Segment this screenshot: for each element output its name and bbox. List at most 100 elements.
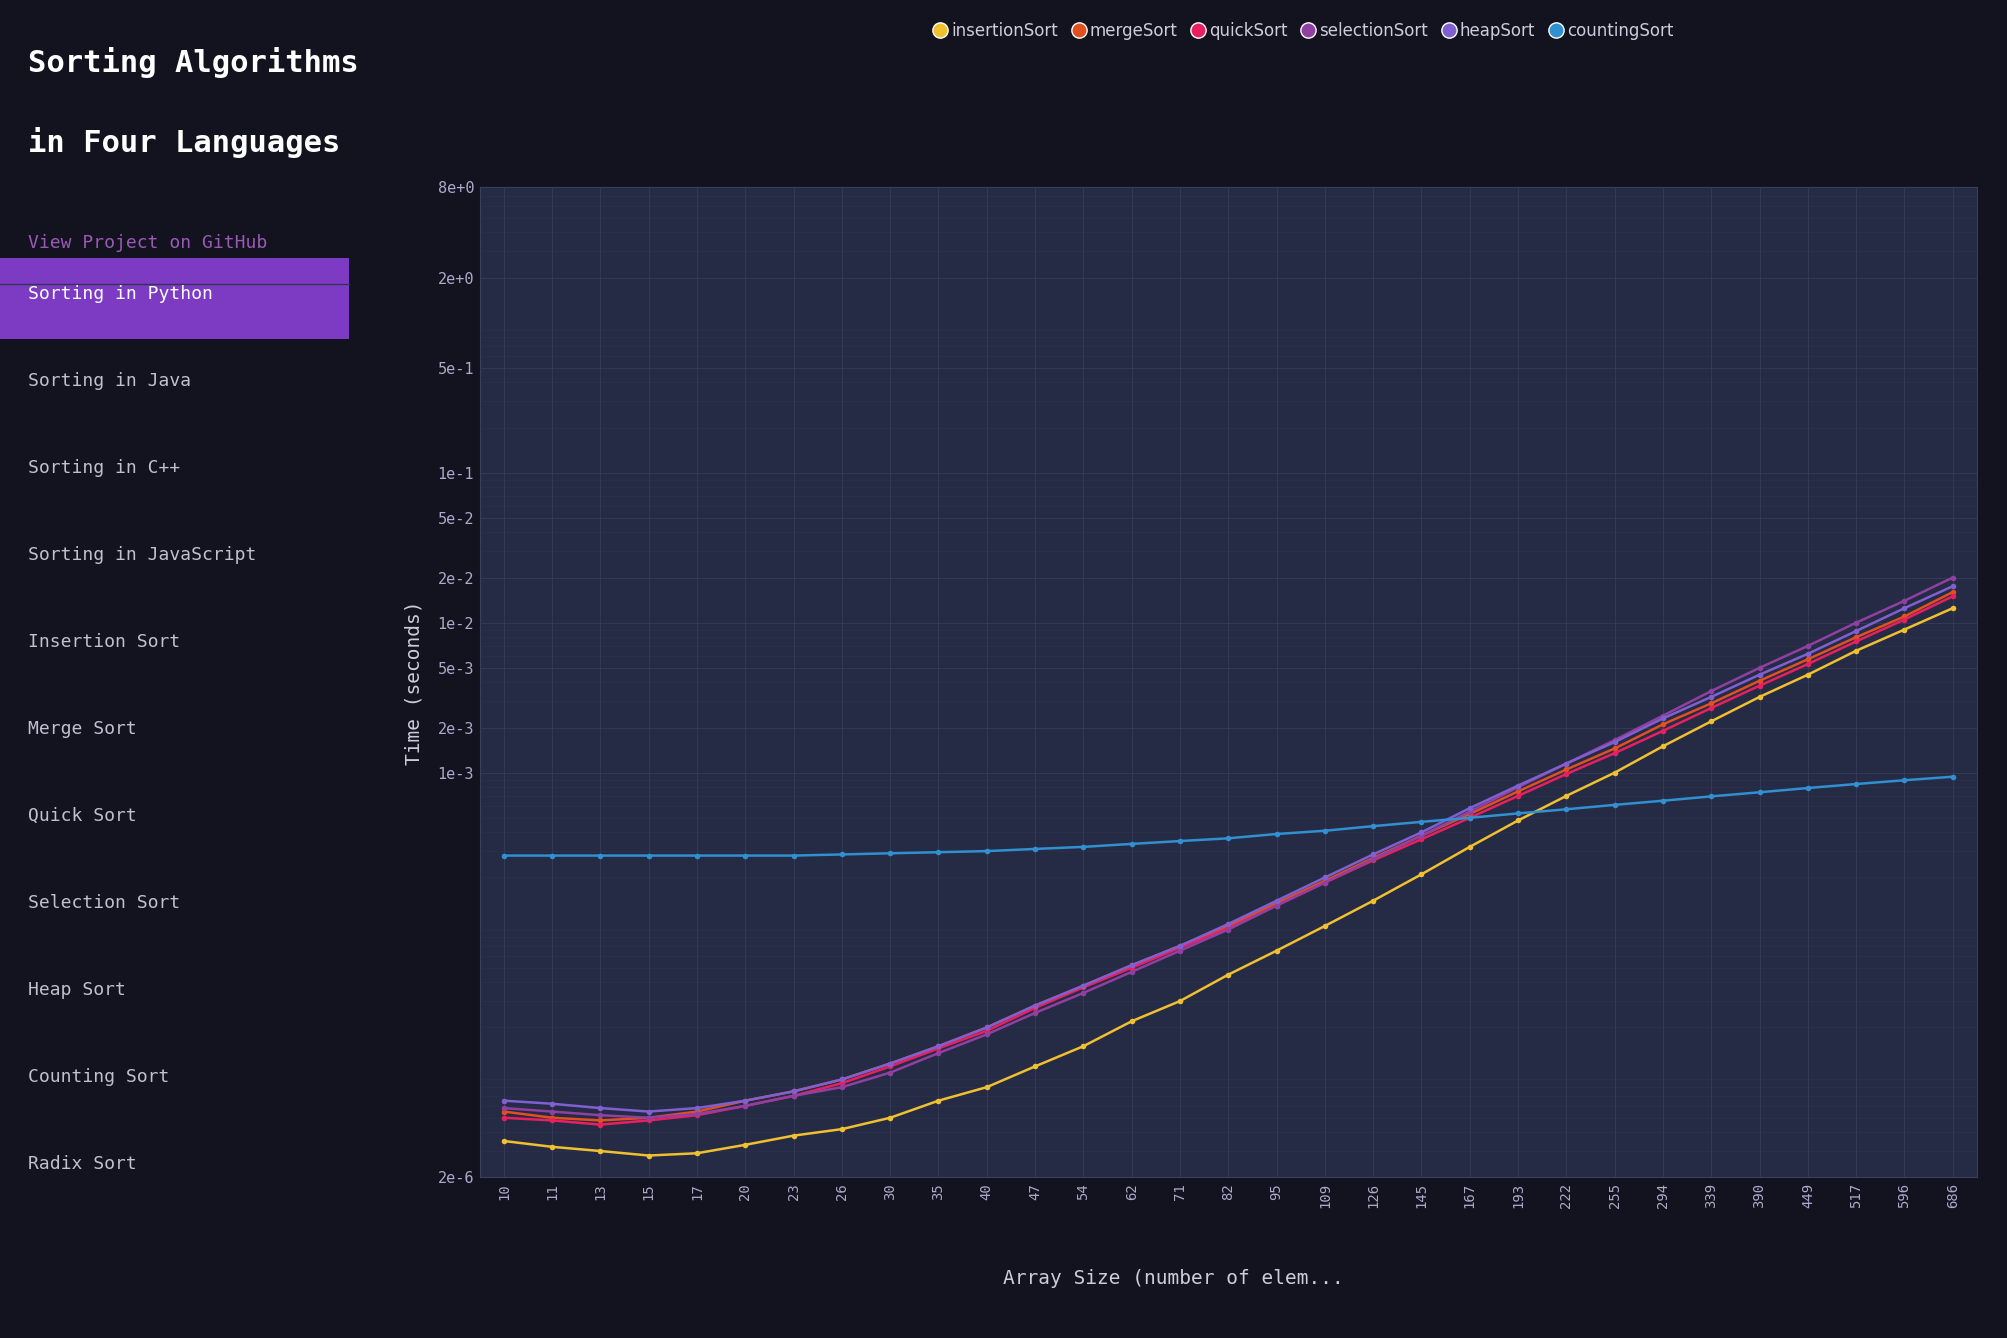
Text: Sorting in JavaScript: Sorting in JavaScript — [28, 546, 257, 565]
countingSort — [879, 846, 903, 862]
mergeSort — [1505, 783, 1529, 799]
insertionSort — [588, 1143, 612, 1159]
insertionSort — [1652, 739, 1676, 755]
selectionSort — [1553, 756, 1578, 772]
countingSort — [1796, 780, 1820, 796]
selectionSort — [1941, 570, 1965, 586]
selectionSort — [684, 1107, 708, 1123]
quickSort — [1120, 959, 1144, 975]
insertionSort — [540, 1139, 564, 1155]
selectionSort — [879, 1065, 903, 1081]
selectionSort — [1168, 943, 1192, 959]
selectionSort — [1409, 828, 1433, 844]
selectionSort — [1313, 875, 1337, 891]
selectionSort — [1700, 684, 1724, 700]
insertionSort — [1700, 713, 1724, 729]
mergeSort — [1796, 652, 1820, 668]
heapSort — [1941, 578, 1965, 594]
countingSort — [1844, 776, 1869, 792]
selectionSort — [588, 1107, 612, 1123]
Line: countingSort: countingSort — [502, 773, 1955, 859]
heapSort — [540, 1096, 564, 1112]
mergeSort — [492, 1104, 516, 1120]
selectionSort — [1893, 593, 1917, 609]
Text: Counting Sort: Counting Sort — [28, 1068, 169, 1086]
countingSort — [1024, 840, 1048, 856]
Line: mergeSort: mergeSort — [502, 589, 1955, 1123]
Text: Quick Sort: Quick Sort — [28, 807, 136, 826]
Text: in Four Languages: in Four Languages — [28, 127, 341, 158]
Text: Sorting in C++: Sorting in C++ — [28, 459, 181, 478]
quickSort — [492, 1109, 516, 1125]
countingSort — [492, 847, 516, 863]
selectionSort — [733, 1098, 757, 1115]
insertionSort — [1024, 1058, 1048, 1074]
quickSort — [733, 1098, 757, 1115]
Text: Sorting in Java: Sorting in Java — [28, 372, 191, 391]
heapSort — [1264, 892, 1288, 909]
selectionSort — [1796, 638, 1820, 654]
mergeSort — [975, 1020, 999, 1036]
selectionSort — [829, 1080, 853, 1096]
countingSort — [975, 843, 999, 859]
countingSort — [636, 847, 660, 863]
Text: Array Size (number of elem...: Array Size (number of elem... — [1004, 1270, 1345, 1288]
Text: View Project on GitHub: View Project on GitHub — [28, 234, 267, 252]
mergeSort — [1168, 938, 1192, 954]
selectionSort — [1604, 732, 1628, 748]
Text: Selection Sort: Selection Sort — [28, 894, 181, 913]
Text: Radix Sort: Radix Sort — [28, 1155, 136, 1173]
selectionSort — [1072, 985, 1096, 1001]
quickSort — [975, 1022, 999, 1038]
mergeSort — [540, 1109, 564, 1125]
quickSort — [1313, 875, 1337, 891]
selectionSort — [927, 1045, 951, 1061]
countingSort — [1941, 768, 1965, 784]
Text: Merge Sort: Merge Sort — [28, 720, 136, 739]
heapSort — [1796, 646, 1820, 662]
insertionSort — [927, 1093, 951, 1109]
countingSort — [1168, 834, 1192, 850]
mergeSort — [636, 1109, 660, 1125]
mergeSort — [1264, 895, 1288, 911]
heapSort — [1361, 847, 1385, 863]
heapSort — [733, 1093, 757, 1109]
selectionSort — [975, 1026, 999, 1042]
heapSort — [684, 1100, 708, 1116]
mergeSort — [1409, 828, 1433, 844]
countingSort — [1072, 839, 1096, 855]
mergeSort — [781, 1084, 805, 1100]
quickSort — [1264, 898, 1288, 914]
insertionSort — [1216, 966, 1240, 982]
heapSort — [588, 1100, 612, 1116]
mergeSort — [1120, 957, 1144, 973]
FancyBboxPatch shape — [0, 258, 349, 339]
mergeSort — [1844, 629, 1869, 645]
countingSort — [1216, 831, 1240, 847]
insertionSort — [1604, 764, 1628, 780]
Text: Heap Sort: Heap Sort — [28, 981, 126, 999]
heapSort — [1168, 938, 1192, 954]
heapSort — [1505, 777, 1529, 793]
countingSort — [540, 847, 564, 863]
selectionSort — [1844, 614, 1869, 630]
countingSort — [1409, 814, 1433, 830]
mergeSort — [1748, 673, 1772, 689]
mergeSort — [1652, 716, 1676, 732]
countingSort — [781, 847, 805, 863]
heapSort — [1844, 624, 1869, 640]
quickSort — [1457, 809, 1481, 826]
insertionSort — [1313, 918, 1337, 934]
quickSort — [1941, 589, 1965, 605]
Text: Sorting Algorithms: Sorting Algorithms — [28, 47, 359, 78]
mergeSort — [733, 1093, 757, 1109]
countingSort — [1313, 823, 1337, 839]
selectionSort — [1748, 660, 1772, 676]
quickSort — [1700, 700, 1724, 716]
quickSort — [1796, 656, 1820, 672]
selectionSort — [1361, 851, 1385, 867]
quickSort — [1604, 745, 1628, 761]
selectionSort — [1457, 804, 1481, 820]
mergeSort — [1216, 918, 1240, 934]
heapSort — [879, 1056, 903, 1072]
